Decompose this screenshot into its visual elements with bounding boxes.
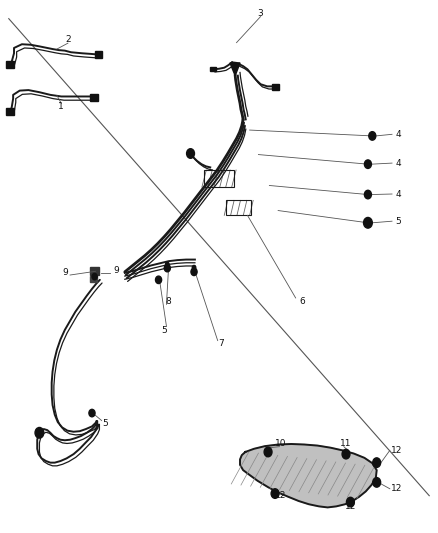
Circle shape <box>342 449 350 459</box>
Circle shape <box>264 447 272 457</box>
Text: 4: 4 <box>396 130 401 139</box>
Polygon shape <box>230 63 240 76</box>
Text: 7: 7 <box>218 340 224 348</box>
Bar <box>90 276 97 282</box>
Text: 2: 2 <box>65 36 71 44</box>
Circle shape <box>271 489 279 498</box>
Text: 8: 8 <box>166 297 172 305</box>
Bar <box>90 267 99 275</box>
Text: 12: 12 <box>391 484 402 493</box>
Text: 5: 5 <box>396 217 402 225</box>
Text: 4: 4 <box>396 190 401 198</box>
Circle shape <box>155 276 162 284</box>
Bar <box>272 84 279 90</box>
Circle shape <box>364 217 372 228</box>
Text: 12: 12 <box>275 491 286 500</box>
Text: 9: 9 <box>113 266 119 275</box>
Polygon shape <box>240 444 377 507</box>
Circle shape <box>192 265 196 270</box>
Bar <box>90 94 98 101</box>
Circle shape <box>164 264 170 272</box>
Circle shape <box>364 160 371 168</box>
Text: 9: 9 <box>62 269 68 277</box>
Circle shape <box>187 149 194 158</box>
Circle shape <box>166 262 169 266</box>
Text: 10: 10 <box>275 439 286 448</box>
Circle shape <box>346 497 354 507</box>
Circle shape <box>373 458 381 467</box>
Text: 12: 12 <box>391 446 402 455</box>
Text: 12: 12 <box>345 502 356 511</box>
Circle shape <box>89 409 95 417</box>
Circle shape <box>191 268 197 276</box>
Text: 5: 5 <box>161 326 167 335</box>
Circle shape <box>373 478 381 487</box>
Bar <box>95 51 102 58</box>
Circle shape <box>369 132 376 140</box>
Circle shape <box>92 273 97 280</box>
Text: 5: 5 <box>102 419 108 428</box>
Circle shape <box>364 190 371 199</box>
Text: 1: 1 <box>58 102 64 111</box>
Text: 4: 4 <box>396 159 401 167</box>
Bar <box>210 67 216 71</box>
Bar <box>6 108 14 115</box>
Bar <box>6 61 14 68</box>
Text: 3: 3 <box>258 9 264 18</box>
Text: 6: 6 <box>299 297 305 305</box>
Text: 11: 11 <box>340 439 352 448</box>
Circle shape <box>35 427 44 438</box>
